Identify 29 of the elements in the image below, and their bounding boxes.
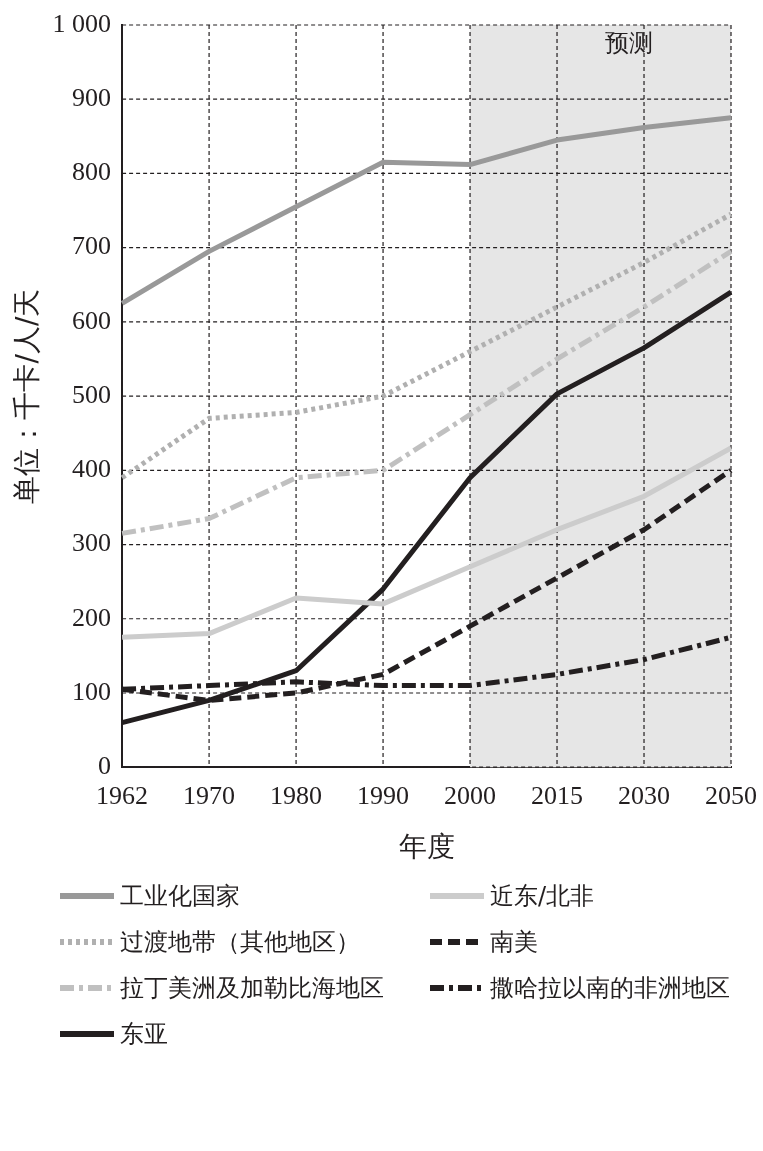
y-tick-label: 300 [72, 528, 112, 558]
legend-label: 工业化国家 [120, 881, 240, 912]
x-axis-title: 年度 [398, 830, 455, 864]
y-axis-title: 单位：千卡/人/天 [10, 288, 44, 504]
y-tick-label: 600 [72, 305, 112, 335]
x-tick-label: 1990 [357, 780, 410, 810]
band-label: 预测 [604, 29, 653, 58]
y-tick-label: 0 [98, 751, 112, 781]
y-tick-label: 100 [72, 676, 112, 706]
legend-label: 东亚 [120, 1019, 168, 1050]
x-tick-label: 2050 [705, 780, 757, 810]
x-tick-label: 1962 [96, 780, 149, 810]
y-tick-label: 500 [72, 379, 112, 409]
x-tick-label: 2015 [531, 780, 584, 810]
legend-label: 过渡地带（其他地区） [120, 927, 360, 958]
y-tick-label: 900 [72, 83, 112, 113]
x-tick-label: 2000 [444, 780, 497, 810]
y-tick-label: 200 [72, 602, 112, 632]
legend-label: 南美 [490, 927, 538, 958]
x-tick-label: 1970 [183, 780, 236, 810]
y-tick-label: 400 [72, 454, 112, 484]
x-tick-label: 2030 [618, 780, 671, 810]
y-tick-label: 1 000 [52, 8, 112, 38]
legend-label: 拉丁美洲及加勒比海地区 [120, 973, 384, 1004]
y-tick-label: 800 [72, 157, 112, 187]
x-tick-label: 1980 [270, 780, 323, 810]
y-tick-label: 700 [72, 231, 112, 261]
legend-label: 撒哈拉以南的非洲地区 [490, 973, 730, 1004]
legend-label: 近东/北非 [490, 881, 595, 912]
